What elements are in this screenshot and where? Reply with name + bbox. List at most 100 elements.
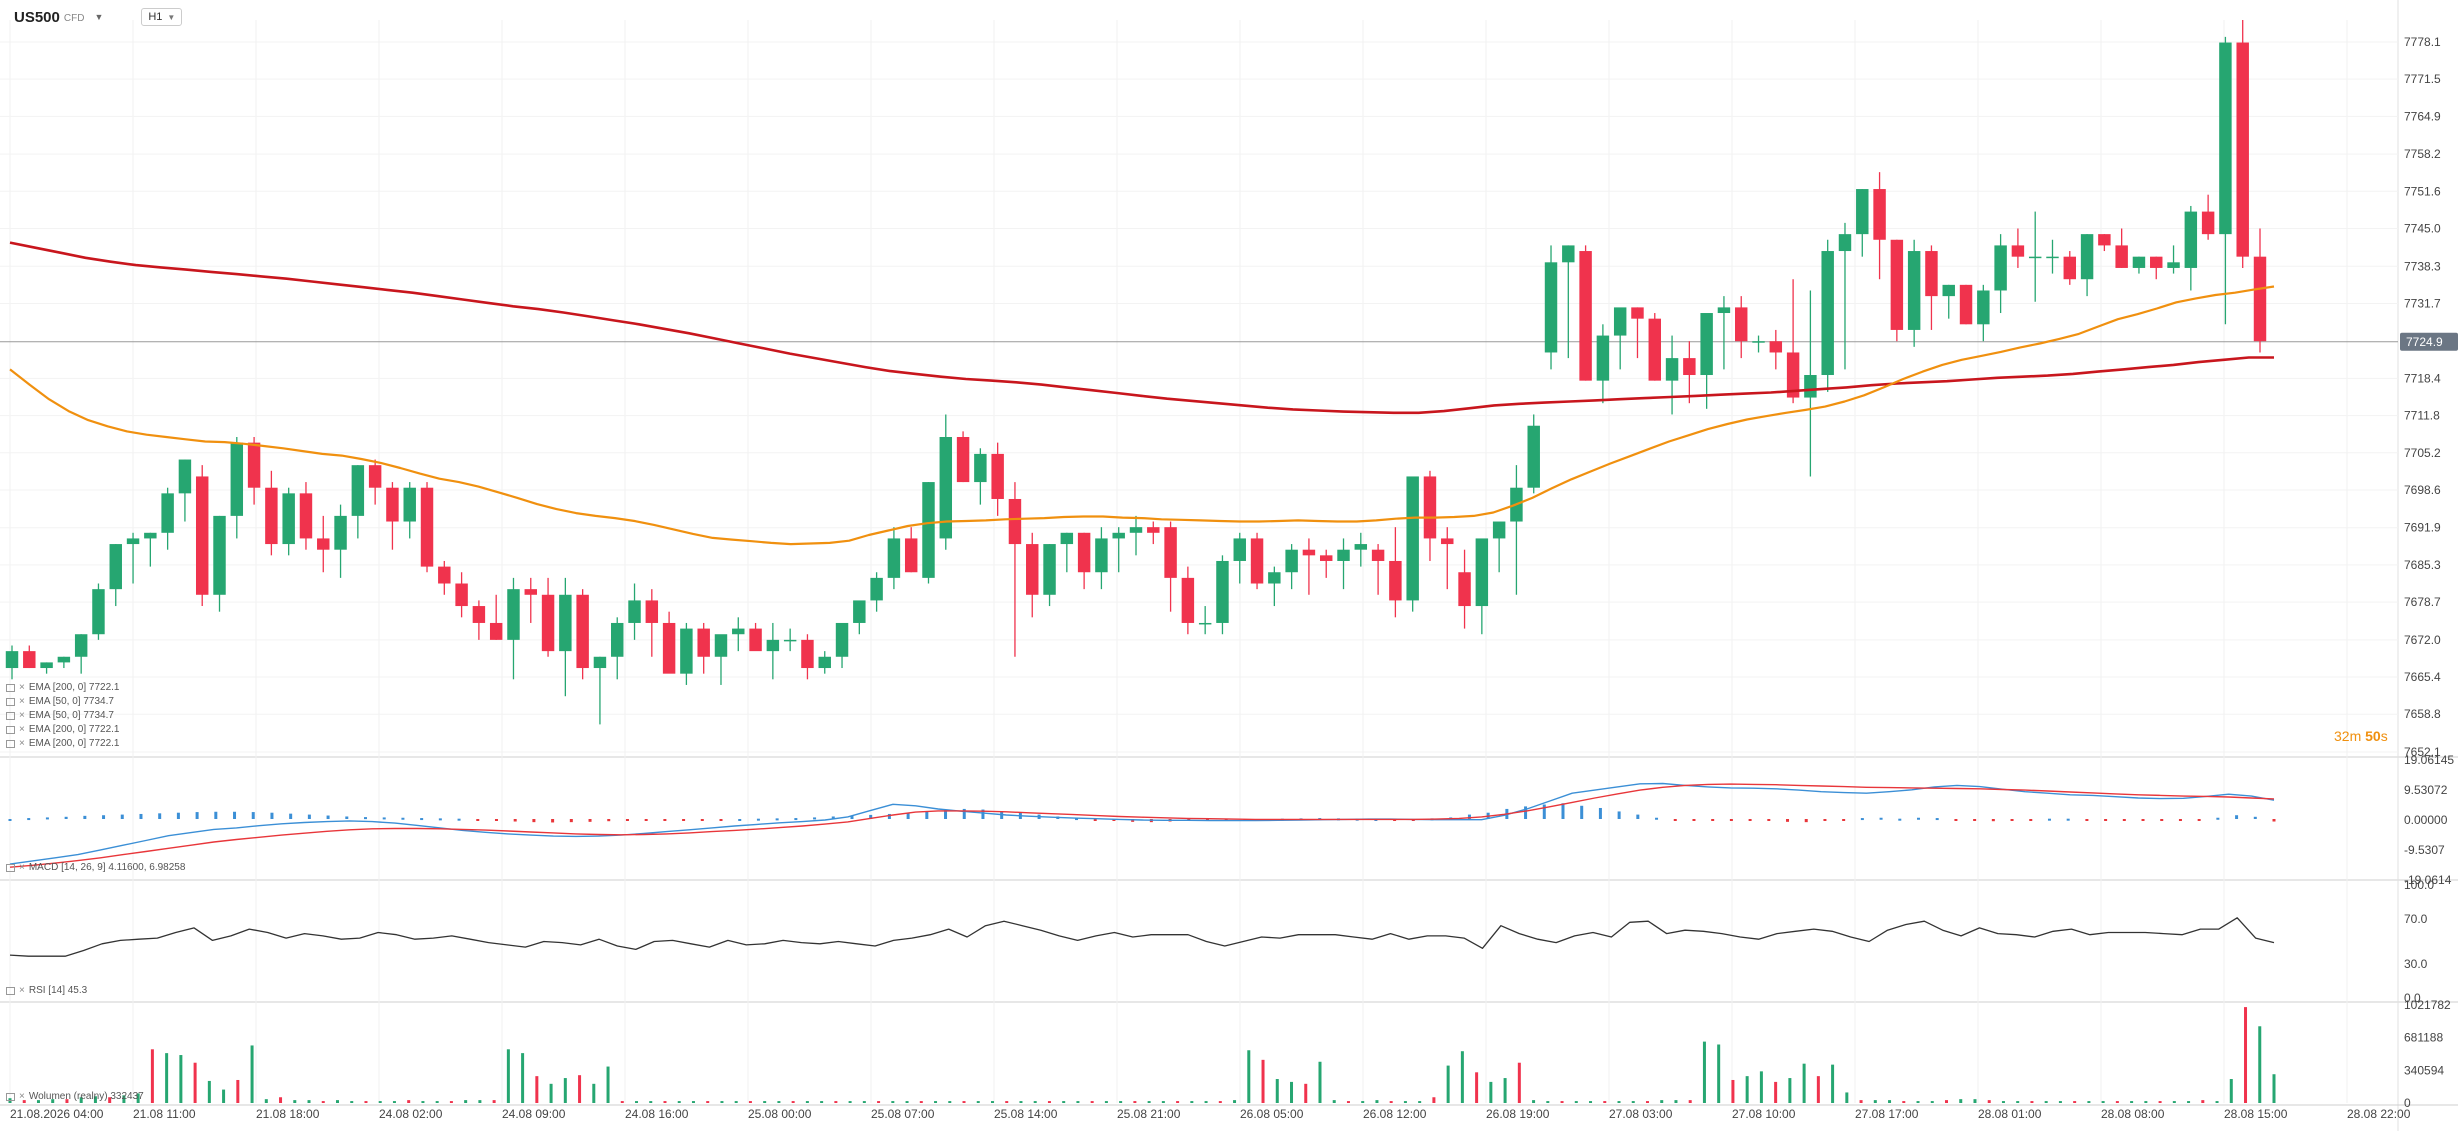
volume-bar	[378, 1101, 382, 1103]
y-axis-label: 7658.8	[2404, 707, 2441, 721]
close-icon[interactable]: ×	[19, 738, 25, 749]
volume-bar	[1005, 1101, 1009, 1103]
macd-histogram-bar	[756, 818, 760, 821]
macd-histogram-bar	[1786, 819, 1790, 822]
volume-bar	[179, 1055, 183, 1103]
volume-bar	[2215, 1101, 2219, 1103]
settings-icon[interactable]	[6, 698, 15, 706]
settings-icon[interactable]	[6, 740, 15, 748]
legend-label: Wolumen (realny) 332437	[28, 1091, 144, 1102]
settings-icon[interactable]	[6, 1093, 15, 1101]
chevron-down-icon[interactable]: ▼	[94, 12, 104, 22]
volume-bar	[307, 1100, 311, 1103]
settings-icon[interactable]	[6, 726, 15, 734]
volume-bar	[1218, 1101, 1222, 1103]
close-icon[interactable]: ×	[19, 710, 25, 721]
settings-icon[interactable]	[6, 684, 15, 692]
volume-bar	[1774, 1081, 1778, 1103]
close-icon[interactable]: ×	[19, 985, 25, 996]
close-icon[interactable]: ×	[19, 724, 25, 735]
candle-body	[1181, 577, 1195, 623]
timeframe-label: H1	[148, 11, 163, 23]
macd-histogram-bar	[27, 818, 31, 821]
macd-histogram-bar	[532, 819, 536, 823]
macd-histogram-bar	[644, 819, 648, 822]
close-icon[interactable]: ×	[19, 1091, 25, 1102]
macd-histogram-bar	[289, 813, 293, 820]
candle-body	[351, 465, 365, 516]
macd-histogram-bar	[1860, 818, 1864, 821]
macd-histogram-bar	[64, 816, 68, 820]
volume-bar	[1318, 1061, 1322, 1103]
volume-bar	[791, 1101, 795, 1103]
volume-bar	[321, 1101, 325, 1103]
y-axis-label: 7678.7	[2404, 595, 2441, 609]
macd-histogram-bar	[738, 819, 742, 822]
volume-bar	[919, 1101, 923, 1103]
candle-body	[1458, 572, 1471, 607]
legend-label: EMA [50, 0] 7734.7	[28, 696, 114, 707]
candle-body	[818, 656, 831, 669]
volume-bar	[763, 1101, 767, 1103]
candle-body	[1907, 251, 1921, 330]
volume-bar	[478, 1100, 482, 1103]
volume-bar	[2144, 1101, 2148, 1103]
volume-bar	[1731, 1079, 1735, 1103]
close-icon[interactable]: ×	[19, 862, 25, 873]
candle-body	[697, 628, 710, 657]
candle-body	[714, 634, 728, 657]
volume-bar	[449, 1101, 453, 1103]
close-icon[interactable]: ×	[19, 682, 25, 693]
candle-body	[126, 538, 140, 545]
timeframe-select[interactable]: H1 ▼	[141, 8, 183, 26]
macd-axis-label: -19.0614	[2404, 873, 2452, 887]
candle-body	[853, 600, 866, 623]
close-icon[interactable]: ×	[19, 696, 25, 707]
volume-bar	[1702, 1041, 1706, 1103]
candle-body	[1441, 538, 1454, 545]
volume-bar	[1859, 1100, 1863, 1103]
volume-bar	[150, 1049, 154, 1103]
candle-body	[178, 459, 192, 494]
macd-histogram-bar	[1729, 819, 1733, 822]
candle-countdown: 32m 50s	[2334, 728, 2388, 744]
candle-body	[1821, 251, 1834, 376]
x-axis-label: 21.08 18:00	[256, 1107, 320, 1121]
macd-histogram-bar	[1467, 814, 1471, 820]
macd-histogram-bar	[326, 815, 330, 820]
volume-bar	[563, 1078, 567, 1103]
volume-bar	[1332, 1100, 1336, 1103]
volume-bar	[934, 1101, 938, 1103]
indicator-legend: × EMA [200, 0] 7722.1 × EMA [50, 0] 7734.7…	[6, 681, 119, 751]
x-axis-label: 27.08 10:00	[1732, 1107, 1796, 1121]
candle-body	[1596, 335, 1610, 381]
volume-bar	[635, 1101, 639, 1103]
candle-body	[1095, 538, 1108, 573]
candle-body	[1475, 538, 1489, 607]
y-axis-label: 7745.0	[2404, 221, 2441, 235]
settings-icon[interactable]	[6, 864, 15, 872]
settings-icon[interactable]	[6, 987, 15, 995]
candle-body	[662, 622, 676, 674]
volume-bar	[279, 1097, 283, 1103]
symbol-name[interactable]: US500	[14, 8, 60, 26]
volume-bar	[22, 1100, 26, 1103]
countdown-seconds: 50	[2365, 728, 2381, 744]
macd-histogram-bar	[887, 813, 891, 820]
macd-histogram-bar	[102, 815, 106, 820]
macd-histogram-bar	[195, 812, 199, 820]
candle-body	[265, 487, 278, 545]
volume-axis-label: 1021782	[2404, 998, 2451, 1012]
candle-body	[576, 594, 589, 669]
settings-icon[interactable]	[6, 712, 15, 720]
ema50-line	[9, 285, 2275, 546]
macd-axis-label: 19.06145	[2404, 753, 2454, 767]
candle-body	[593, 656, 607, 669]
macd-signal-line	[9, 783, 2275, 868]
candle-body	[1043, 544, 1056, 595]
volume-bar	[335, 1100, 339, 1103]
macd-histogram-bar	[420, 818, 424, 821]
candle-body	[2132, 256, 2146, 268]
candle-body	[1544, 262, 1558, 353]
